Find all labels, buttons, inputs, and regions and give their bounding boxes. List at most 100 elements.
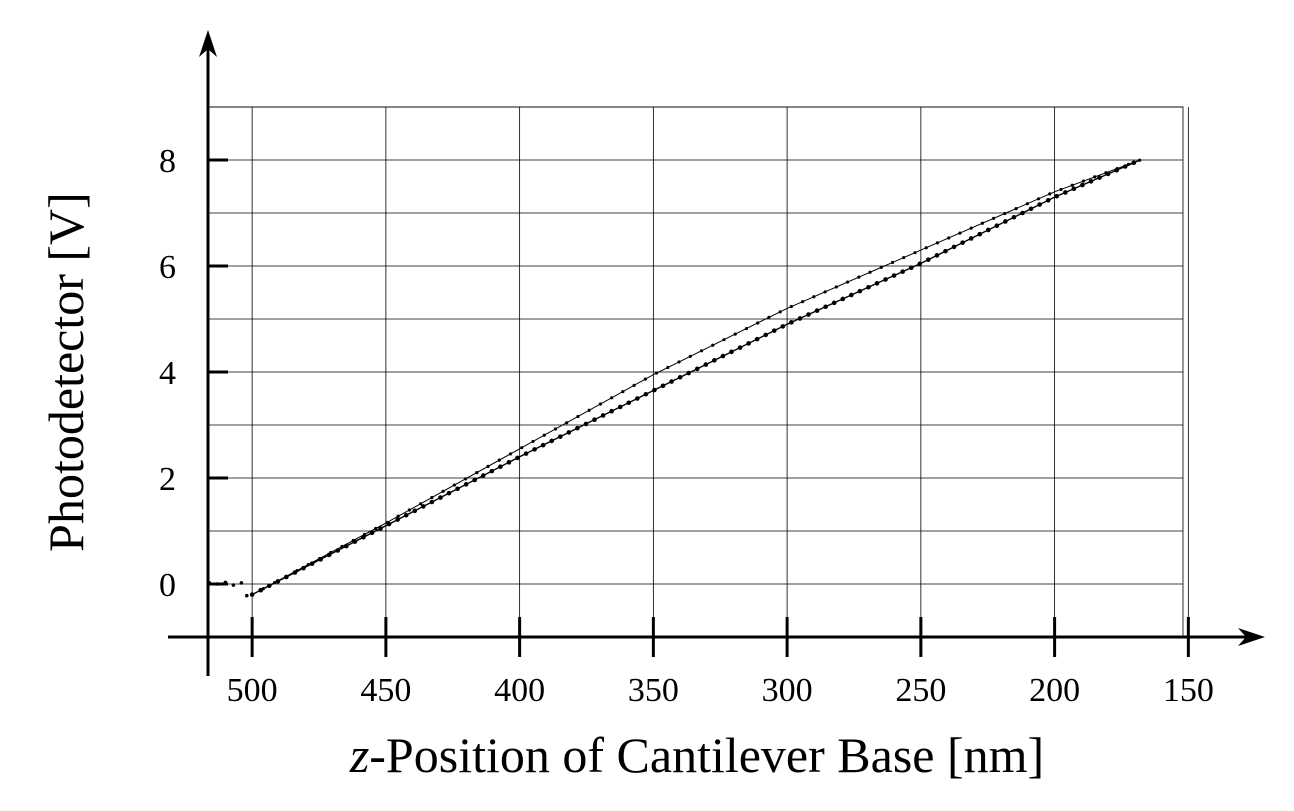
y-tick-label: 0 — [159, 567, 176, 604]
data-point — [801, 300, 805, 304]
data-point — [1003, 219, 1008, 224]
x-tick-label: 500 — [227, 672, 278, 709]
data-point — [789, 320, 794, 325]
data-point — [771, 328, 777, 333]
data-point — [429, 499, 435, 505]
data-point — [908, 265, 914, 271]
x-tick-label: 250 — [895, 672, 946, 709]
data-point — [960, 240, 965, 245]
data-point — [688, 354, 692, 358]
data-point — [703, 362, 709, 367]
data-point — [385, 520, 389, 525]
data-point — [231, 583, 236, 587]
data-point — [635, 396, 640, 401]
data-point — [729, 349, 734, 355]
y-tick-label: 4 — [159, 355, 176, 392]
data-point — [261, 586, 265, 591]
data-point — [592, 417, 597, 423]
x-tick-label: 150 — [1163, 672, 1214, 709]
series-group — [207, 158, 1142, 598]
data-point — [446, 490, 452, 496]
data-point — [475, 470, 479, 475]
data-point — [520, 446, 524, 450]
data-point — [421, 504, 426, 509]
data-point — [744, 326, 749, 331]
data-point — [506, 460, 512, 465]
data-point — [531, 439, 535, 444]
y-tick-label: 2 — [159, 461, 176, 498]
data-point — [763, 332, 769, 338]
data-point — [542, 433, 546, 437]
data-point — [540, 442, 546, 448]
data-point — [746, 341, 751, 346]
data-point — [306, 562, 310, 567]
data-point — [1014, 206, 1018, 211]
data-point — [600, 413, 606, 418]
y-tick-label: 6 — [159, 249, 176, 286]
data-point — [643, 391, 649, 397]
series-0 — [249, 159, 1141, 597]
data-point — [947, 236, 951, 240]
data-point — [378, 526, 383, 531]
data-point — [778, 310, 782, 314]
grid — [207, 106, 1189, 638]
data-point — [1059, 187, 1063, 192]
data-point — [441, 489, 445, 493]
data-point — [926, 257, 931, 262]
data-point — [814, 308, 820, 313]
data-point — [610, 396, 614, 400]
data-point — [992, 216, 996, 220]
x-tick-label: 350 — [628, 672, 679, 709]
x-axis-label-text: -Position of Cantilever Base [nm] — [369, 727, 1044, 783]
data-point — [849, 292, 854, 298]
data-point — [463, 477, 468, 481]
data-point — [395, 517, 400, 522]
data-point — [754, 336, 760, 342]
data-point — [480, 473, 486, 478]
data-point — [868, 270, 872, 274]
data-point — [694, 366, 700, 372]
data-point — [463, 482, 469, 487]
data-point — [438, 495, 443, 500]
data-point — [677, 360, 681, 364]
series-2 — [207, 580, 249, 598]
data-point — [1104, 171, 1108, 175]
data-point — [508, 452, 513, 456]
data-point — [1045, 197, 1051, 203]
data-point — [797, 316, 803, 321]
x-axis-arrow — [1238, 628, 1265, 646]
data-point — [789, 304, 793, 309]
x-tick-label: 400 — [494, 672, 545, 709]
data-point — [223, 580, 228, 585]
data-point — [486, 464, 490, 468]
data-point — [369, 530, 375, 536]
data-point — [1063, 190, 1068, 195]
data-point — [207, 581, 212, 585]
data-point — [284, 574, 288, 579]
data-point — [977, 231, 983, 237]
data-point — [598, 402, 603, 406]
y-axis-label: Photodetector [V] — [38, 192, 94, 552]
data-point — [958, 231, 962, 235]
y-tick-label: 8 — [159, 143, 176, 180]
data-point — [419, 502, 423, 506]
data-point — [924, 246, 928, 250]
data-point — [767, 315, 771, 320]
data-point — [553, 427, 558, 431]
data-point — [566, 430, 572, 435]
data-point — [831, 300, 837, 306]
data-point — [660, 383, 666, 389]
data-point — [823, 304, 828, 310]
data-point — [677, 375, 683, 380]
data-point — [840, 296, 846, 302]
data-point — [1025, 202, 1029, 206]
data-point — [812, 295, 816, 299]
data-point — [403, 512, 409, 518]
data-point — [351, 538, 355, 543]
x-axis-label-variable: z — [349, 727, 369, 783]
data-point — [587, 408, 591, 412]
data-point — [722, 338, 726, 342]
data-point — [737, 345, 743, 350]
data-point — [985, 227, 991, 233]
